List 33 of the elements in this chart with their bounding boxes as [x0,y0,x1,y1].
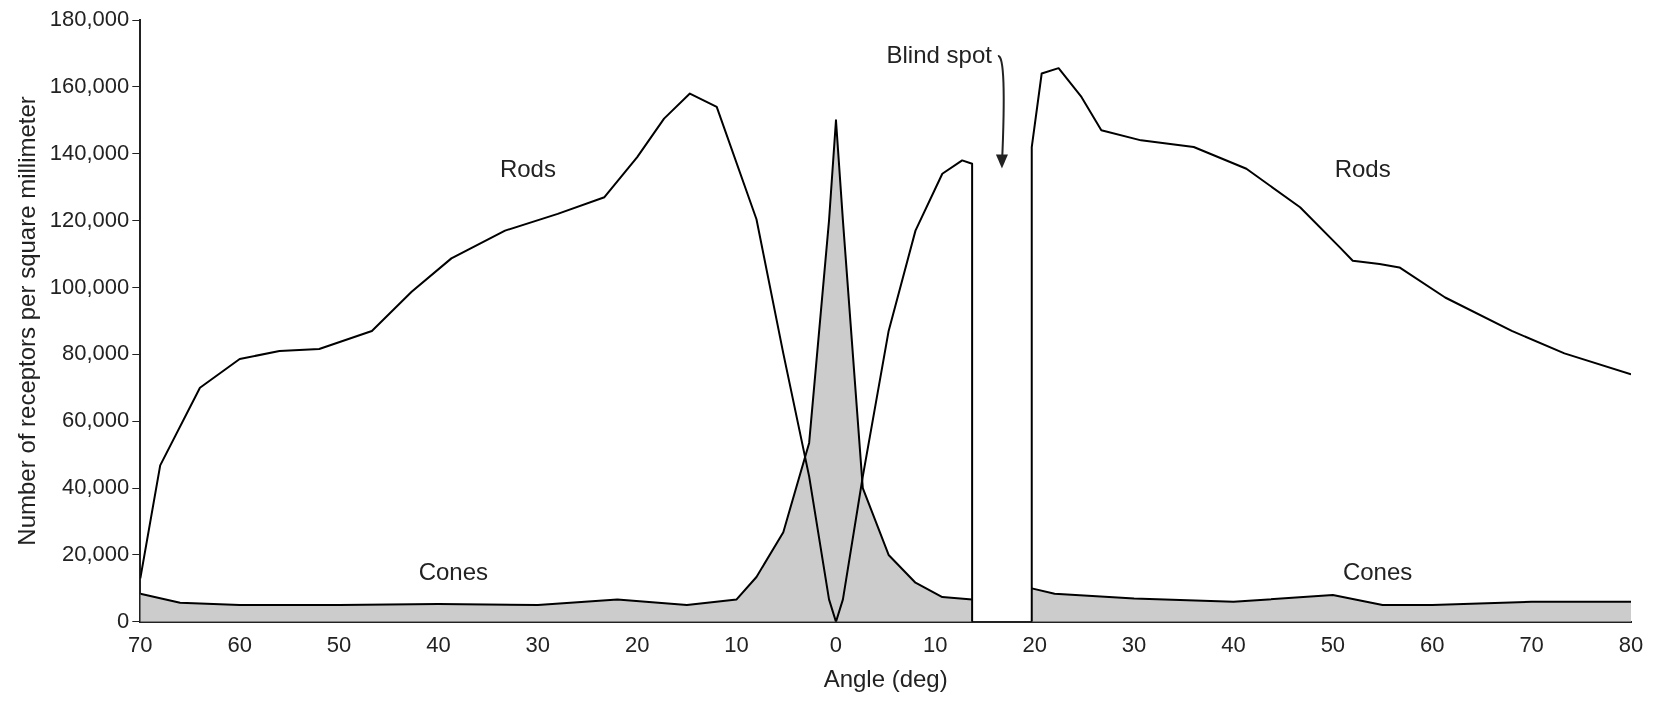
x-axis-title: Angle (deg) [823,665,948,693]
x-tick-label: 40 [1221,632,1246,658]
text: Cones [418,558,489,586]
y-tick-label: 20,000 [62,541,130,566]
x-tick-label: 10 [724,632,749,658]
x-tick-label: 50 [1320,632,1346,658]
x-tick-label: 30 [1121,632,1147,658]
x-tick-label: 40 [426,632,451,658]
x-tick-label: 30 [525,632,551,658]
x-tick-label: 0 [829,632,843,658]
y-tick-label: 120,000 [49,206,130,232]
series-label: Rods [499,155,556,183]
y-tick-label: 40,000 [62,474,130,500]
x-tick-label: 80 [1618,632,1644,658]
y-tick-label: 80,000 [62,340,130,366]
x-tick-label: 20 [1022,632,1047,658]
x-tick-label: 70 [128,632,153,658]
y-tick-label: 140,000 [49,139,130,165]
x-tick-label: 50 [326,632,352,658]
y-tick-label: 180,000 [49,6,130,32]
text: Rods [1334,155,1391,183]
x-tick-label: 20 [624,632,650,658]
y-tick-label: 160,000 [49,72,130,98]
series-label: Cones [1342,558,1413,586]
y-tick-label: 100,000 [49,273,130,299]
x-tick-label: 60 [1420,632,1445,658]
x-tick-label: 60 [227,632,252,658]
y-tick-label: 0 [117,607,130,633]
x-tick-label: 10 [923,632,948,658]
y-axis-title: Number of receptors per square millimeter [13,96,41,546]
annotation: Blind spot [886,40,993,68]
y-tick-label: 60,000 [62,407,130,433]
x-tick-label: 70 [1519,632,1544,658]
